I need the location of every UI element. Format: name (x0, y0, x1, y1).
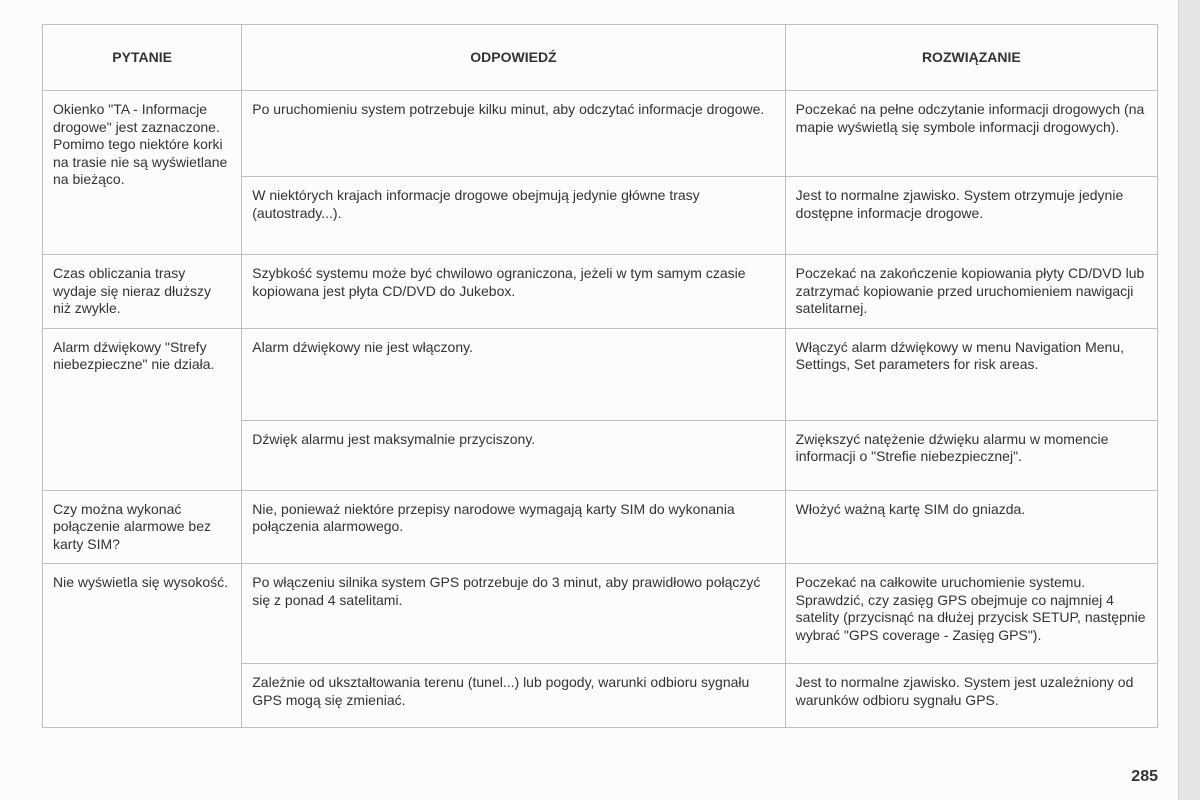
table-row: Nie wyświetla się wysokość. Po włączeniu… (43, 564, 1158, 664)
col-header-solution: ROZWIĄZANIE (785, 25, 1157, 91)
table-row: Okienko "TA - Informacje drogowe" jest z… (43, 91, 1158, 177)
faq-table: PYTANIE ODPOWIEDŹ ROZWIĄZANIE Okienko "T… (42, 24, 1158, 728)
page: PYTANIE ODPOWIEDŹ ROZWIĄZANIE Okienko "T… (0, 0, 1200, 800)
cell-solution: Jest to normalne zjawisko. System otrzym… (785, 177, 1157, 255)
cell-answer: Po uruchomieniu system potrzebuje kilku … (242, 91, 785, 177)
cell-answer: Szybkość systemu może być chwilowo ogran… (242, 255, 785, 329)
cell-solution: Poczekać na pełne odczytanie informacji … (785, 91, 1157, 177)
table-row: Czy można wykonać połączenie alarmowe be… (43, 490, 1158, 564)
table-row: Czas obliczania trasy wydaje się nieraz … (43, 255, 1158, 329)
cell-solution: Poczekać na całkowite uruchomienie syste… (785, 564, 1157, 664)
cell-answer: Dźwięk alarmu jest maksymalnie przyciszo… (242, 420, 785, 490)
page-number: 285 (1131, 768, 1158, 786)
cell-solution: Poczekać na zakończenie kopiowania płyty… (785, 255, 1157, 329)
cell-answer: Nie, ponieważ niektóre przepisy narodowe… (242, 490, 785, 564)
cell-question: Czy można wykonać połączenie alarmowe be… (43, 490, 242, 564)
cell-answer: Zależnie od ukształtowania terenu (tunel… (242, 664, 785, 728)
cell-answer: W niektórych krajach informacje drogowe … (242, 177, 785, 255)
col-header-question: PYTANIE (43, 25, 242, 91)
col-header-answer: ODPOWIEDŹ (242, 25, 785, 91)
cell-question: Czas obliczania trasy wydaje się nieraz … (43, 255, 242, 329)
cell-question: Alarm dźwiękowy "Strefy niebezpieczne" n… (43, 328, 242, 490)
cell-question: Nie wyświetla się wysokość. (43, 564, 242, 728)
cell-solution: Włączyć alarm dźwiękowy w menu Navigatio… (785, 328, 1157, 420)
cell-question: Okienko "TA - Informacje drogowe" jest z… (43, 91, 242, 255)
cell-answer: Alarm dźwiękowy nie jest włączony. (242, 328, 785, 420)
side-tab (1178, 0, 1200, 800)
cell-solution: Jest to normalne zjawisko. System jest u… (785, 664, 1157, 728)
cell-solution: Włożyć ważną kartę SIM do gniazda. (785, 490, 1157, 564)
table-row: Alarm dźwiękowy "Strefy niebezpieczne" n… (43, 328, 1158, 420)
cell-solution: Zwiększyć natężenie dźwięku alarmu w mom… (785, 420, 1157, 490)
table-header-row: PYTANIE ODPOWIEDŹ ROZWIĄZANIE (43, 25, 1158, 91)
cell-answer: Po włączeniu silnika system GPS potrzebu… (242, 564, 785, 664)
